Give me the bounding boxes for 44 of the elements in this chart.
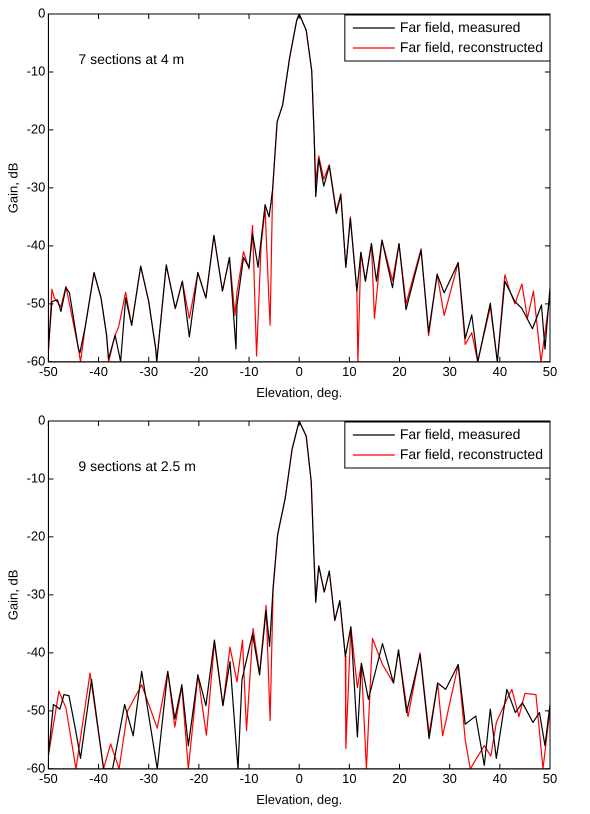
y-tick-label: -30 [26, 586, 46, 602]
y-tick-label: 0 [38, 6, 46, 21]
x-tick-label: -40 [89, 364, 108, 380]
x-tick-label: 40 [492, 771, 508, 786]
x-axis-title: Elevation, deg. [256, 384, 342, 400]
x-tick-label: 20 [392, 771, 407, 786]
annotation: 7 sections at 4 m [78, 50, 184, 67]
x-tick-label: -40 [89, 771, 108, 786]
x-tick-label: -20 [189, 771, 208, 786]
x-tick-label: 10 [342, 771, 357, 786]
y-tick-label: -50 [26, 295, 46, 310]
legend-label: Far field, reconstructed [400, 446, 543, 462]
annotation: 9 sections at 2.5 m [78, 458, 196, 474]
y-tick-label: -50 [26, 702, 46, 718]
y-tick-label: -10 [26, 470, 46, 486]
legend-label: Far field, reconstructed [400, 38, 543, 55]
x-tick-label: -30 [139, 364, 158, 380]
y-tick-label: -60 [26, 353, 46, 368]
y-axis-title: Gain, dB [5, 162, 20, 214]
x-axis-title: Elevation, deg. [256, 792, 342, 807]
y-tick-label: -60 [26, 760, 46, 776]
y-tick-label: 0 [38, 412, 46, 428]
y-tick-label: -10 [26, 64, 46, 79]
legend-label: Far field, measured [400, 426, 520, 442]
x-tick-label: 10 [342, 364, 357, 380]
x-tick-label: -10 [240, 771, 258, 786]
x-tick-label: 30 [442, 364, 457, 380]
x-tick-label: 30 [442, 771, 457, 786]
x-tick-label: 0 [296, 771, 303, 786]
x-tick-label: -20 [189, 364, 208, 380]
x-tick-label: 20 [392, 364, 407, 380]
x-tick-label: -10 [240, 364, 258, 380]
x-tick-label: 50 [542, 364, 558, 380]
y-tick-label: -40 [26, 237, 46, 252]
x-tick-label: -30 [139, 771, 158, 786]
x-tick-label: 50 [542, 771, 558, 786]
y-tick-label: -30 [26, 179, 46, 194]
y-axis-title: Gain, dB [5, 570, 20, 620]
x-tick-label: 0 [296, 364, 303, 380]
y-tick-label: -20 [26, 528, 46, 544]
y-tick-label: -40 [26, 644, 46, 660]
y-tick-label: -20 [26, 122, 46, 137]
legend-label: Far field, measured [400, 18, 520, 35]
x-tick-label: 40 [492, 364, 508, 380]
